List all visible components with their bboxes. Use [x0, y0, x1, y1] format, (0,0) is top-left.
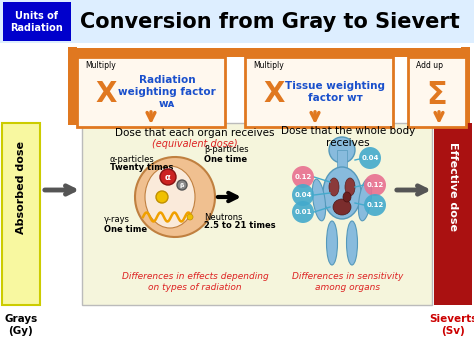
Ellipse shape [346, 221, 357, 265]
Bar [0, 0, 474, 43]
Text: Tissue weighting
factor wᴛ: Tissue weighting factor wᴛ [285, 81, 385, 103]
Text: Neutrons: Neutrons [204, 213, 243, 222]
Circle shape [187, 214, 193, 220]
Text: 0.04: 0.04 [294, 192, 312, 198]
Ellipse shape [343, 192, 351, 202]
Text: X: X [263, 80, 284, 108]
Ellipse shape [358, 179, 372, 221]
Text: (equivalent dose): (equivalent dose) [152, 139, 238, 149]
Text: γ-rays: γ-rays [104, 215, 130, 224]
Bar [77, 57, 225, 127]
Bar [408, 57, 466, 127]
Text: 0.04: 0.04 [361, 155, 379, 161]
Text: Twenty times: Twenty times [110, 164, 173, 173]
Text: One time: One time [104, 224, 147, 234]
Text: β: β [180, 182, 184, 187]
Text: One time: One time [204, 154, 247, 164]
Circle shape [364, 174, 386, 196]
Text: Sieverts
(Sv): Sieverts (Sv) [429, 314, 474, 336]
Bar [68, 47, 77, 125]
Text: Radiation
weighting factor
wᴀ: Radiation weighting factor wᴀ [118, 75, 216, 109]
Ellipse shape [323, 167, 361, 219]
Text: X: X [95, 80, 117, 108]
Text: Add up: Add up [416, 61, 443, 71]
Text: Differences in sensitivity
among organs: Differences in sensitivity among organs [292, 272, 404, 292]
Circle shape [364, 194, 386, 216]
Text: Effective dose: Effective dose [448, 142, 458, 231]
Circle shape [292, 166, 314, 188]
Text: Dose that each organ receives: Dose that each organ receives [115, 128, 275, 138]
Ellipse shape [345, 178, 355, 196]
Text: α: α [165, 173, 171, 181]
Circle shape [329, 137, 355, 163]
Bar [461, 47, 470, 125]
Text: Σ: Σ [427, 81, 447, 109]
Text: Absorbed dose: Absorbed dose [16, 141, 26, 234]
Text: β-particles: β-particles [204, 146, 249, 154]
Circle shape [292, 201, 314, 223]
Circle shape [359, 147, 381, 169]
Ellipse shape [327, 221, 337, 265]
Ellipse shape [333, 199, 351, 215]
Text: α-particles: α-particles [110, 154, 155, 164]
Text: Units of
Radiation: Units of Radiation [10, 11, 64, 33]
Bar [3, 2, 71, 41]
Text: 0.12: 0.12 [294, 174, 311, 180]
Text: Multiply: Multiply [253, 61, 284, 71]
Text: 0.12: 0.12 [366, 202, 383, 208]
Circle shape [156, 191, 168, 203]
Text: 0.12: 0.12 [366, 182, 383, 188]
Bar [82, 123, 432, 305]
Bar [68, 48, 470, 57]
Text: 0.01: 0.01 [294, 209, 312, 215]
Ellipse shape [329, 178, 339, 196]
Text: 2.5 to 21 times: 2.5 to 21 times [204, 222, 275, 230]
Ellipse shape [135, 157, 215, 237]
Text: Differences in effects depending
on types of radiation: Differences in effects depending on type… [122, 272, 268, 292]
Ellipse shape [145, 166, 195, 228]
Bar [434, 123, 472, 305]
Bar [337, 150, 347, 168]
Text: Conversion from Gray to Sievert: Conversion from Gray to Sievert [80, 12, 460, 32]
Bar [2, 123, 40, 305]
Circle shape [292, 184, 314, 206]
Text: Multiply: Multiply [85, 61, 116, 71]
Circle shape [177, 180, 187, 190]
Bar [245, 57, 393, 127]
Text: Grays
(Gy): Grays (Gy) [4, 314, 37, 336]
Text: Dose that the whole body
receives: Dose that the whole body receives [281, 126, 415, 148]
Circle shape [160, 169, 176, 185]
Ellipse shape [312, 179, 326, 221]
